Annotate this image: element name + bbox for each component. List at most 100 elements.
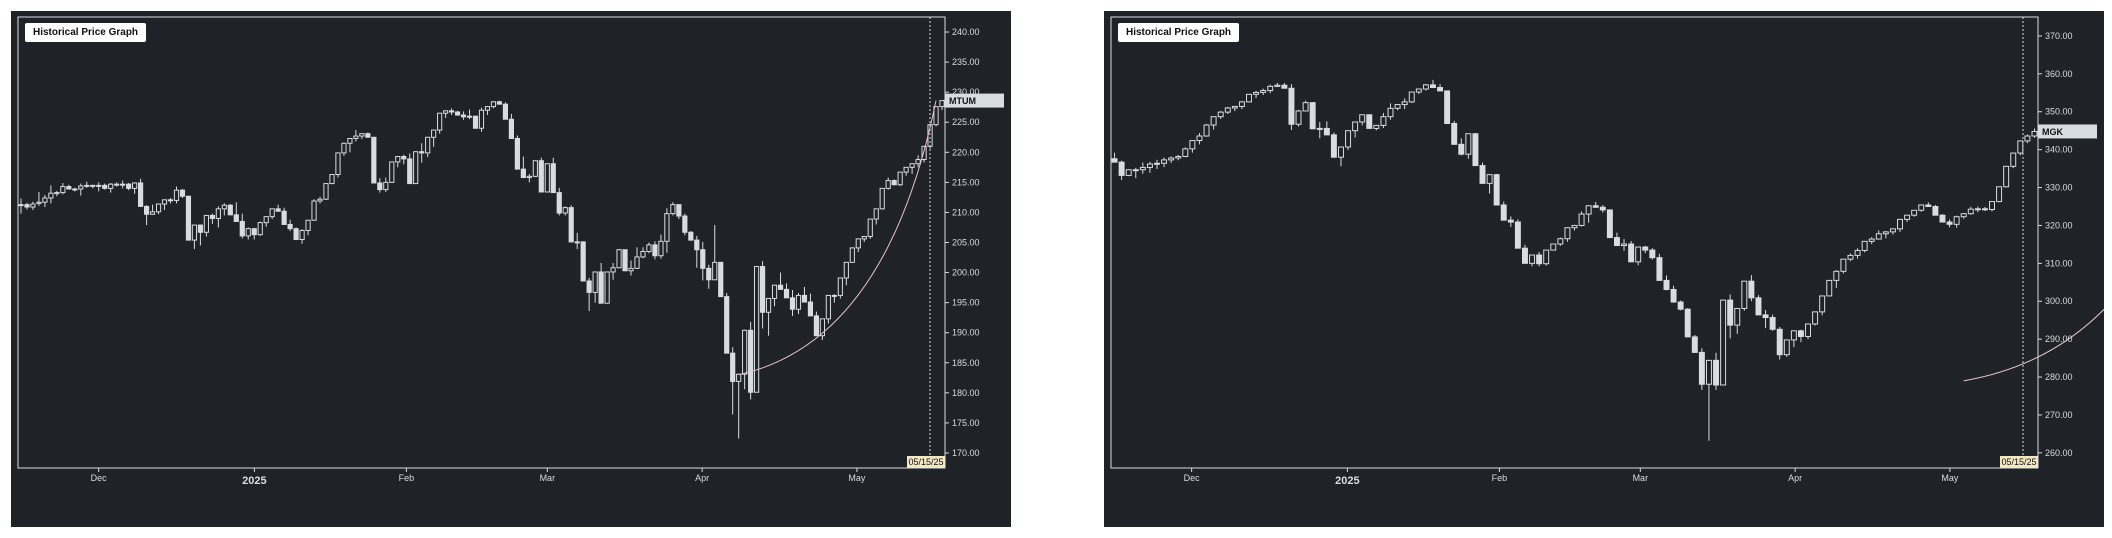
candle-body <box>1904 214 1911 220</box>
candle <box>1720 299 1727 386</box>
candle <box>1507 216 1514 227</box>
y-tick-label: 205.00 <box>952 238 980 248</box>
candle-body <box>1882 231 1889 235</box>
candle-body <box>1656 257 1663 281</box>
candle <box>1897 218 1903 232</box>
candle-body <box>305 219 311 231</box>
candle-body <box>1847 254 1854 260</box>
candle <box>1458 138 1465 156</box>
candle <box>1408 91 1415 104</box>
end-date-bg <box>2000 456 2038 468</box>
candle <box>1146 161 1153 173</box>
candle-body <box>885 180 891 189</box>
candle-body <box>730 352 736 382</box>
candle <box>891 179 897 186</box>
candle-body <box>1960 213 1967 218</box>
candle <box>36 191 42 206</box>
candle-body <box>1663 279 1670 290</box>
y-tick-label: 320.00 <box>2045 220 2073 230</box>
x-tick-label: Feb <box>399 473 415 483</box>
end-date-bg <box>907 456 945 468</box>
candle-body <box>257 222 263 236</box>
candle <box>694 235 700 268</box>
candle-body <box>359 133 365 137</box>
candle <box>1946 219 1953 228</box>
candle <box>616 249 622 269</box>
candle <box>706 264 712 289</box>
candle-body <box>921 145 927 161</box>
candle <box>795 293 802 315</box>
candle <box>879 187 885 210</box>
candle <box>155 203 162 215</box>
candle-body <box>1812 311 1819 325</box>
candle <box>1904 214 1911 223</box>
candle <box>185 195 192 241</box>
candle-body <box>454 111 461 116</box>
end-date-label: 05/15/25 <box>908 457 943 467</box>
candle-body <box>401 156 407 160</box>
candle <box>915 155 921 168</box>
candle <box>909 163 915 174</box>
candle <box>1748 275 1755 302</box>
candle-body <box>1762 314 1769 319</box>
candle <box>867 218 873 239</box>
candle-body <box>1352 121 1359 132</box>
candle-body <box>502 103 509 120</box>
candle-body <box>849 247 855 263</box>
candle <box>1366 114 1373 129</box>
candle <box>90 184 96 189</box>
candle-body <box>724 296 730 354</box>
candle <box>1359 114 1366 126</box>
candle <box>807 293 814 317</box>
candle <box>1288 84 1295 130</box>
candle <box>472 115 479 129</box>
symbol-tag: MGK <box>2042 127 2063 137</box>
candle-body <box>1670 288 1677 303</box>
candle <box>1451 120 1458 145</box>
candle-body <box>395 156 401 163</box>
x-tick-label: Feb <box>1492 473 1508 483</box>
candle <box>1387 103 1394 120</box>
candle <box>1564 227 1571 242</box>
candle-body <box>1394 104 1401 109</box>
candle-body <box>197 224 204 233</box>
candle <box>287 219 293 232</box>
candle-body <box>443 110 449 114</box>
candle-body <box>496 101 503 105</box>
candle-body <box>84 184 90 187</box>
candle-body <box>825 294 831 320</box>
candle-body <box>759 266 766 313</box>
candle-body <box>1330 134 1337 158</box>
y-tick-label: 235.00 <box>952 57 980 67</box>
candle-body <box>1246 93 1252 103</box>
candle-body <box>706 267 712 281</box>
candle <box>1479 162 1486 184</box>
y-tick-label: 220.00 <box>952 147 980 157</box>
candle <box>305 219 311 236</box>
candle <box>1812 311 1819 326</box>
candle <box>2024 134 2031 144</box>
candle <box>1585 205 1592 223</box>
candle-body <box>1599 206 1606 211</box>
candle <box>401 154 407 165</box>
candle-body <box>18 204 24 207</box>
candle <box>939 100 945 111</box>
y-tick-label: 225.00 <box>952 117 980 127</box>
candle-body <box>1974 208 1981 211</box>
candle-body <box>472 115 479 129</box>
candle <box>1550 243 1557 251</box>
candle <box>1769 314 1776 331</box>
candle <box>1267 84 1274 94</box>
candle-body <box>287 223 293 230</box>
candle <box>275 204 281 212</box>
candle-body <box>1805 323 1811 337</box>
candle-body <box>167 199 174 202</box>
candle-body <box>1387 107 1394 118</box>
candle <box>30 201 36 211</box>
candle <box>843 261 849 286</box>
candle <box>1557 237 1564 246</box>
symbol-tag: MTUM <box>949 96 976 106</box>
candle <box>335 152 341 178</box>
candle <box>1217 110 1224 119</box>
candle-body <box>514 137 520 170</box>
